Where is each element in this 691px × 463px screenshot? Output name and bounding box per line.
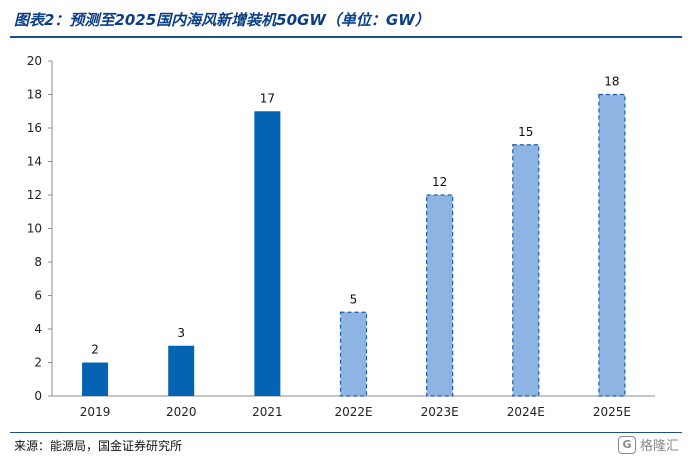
data-label-2022E: 5 [350,292,358,306]
watermark-text: 格隆汇 [639,439,679,454]
bar-2021 [254,111,281,396]
bar-2023E [426,194,454,397]
y-tick-label: 2 [34,356,42,370]
bar-2025E [598,93,626,397]
x-tick-label-2021: 2021 [252,405,283,419]
x-tick-label-2022E: 2022E [334,405,372,419]
bar-2022E [339,311,368,397]
bar-2019 [82,362,109,396]
x-tick-label-2024E: 2024E [507,405,545,419]
y-tick-label: 12 [27,188,42,202]
top-rule [10,36,682,38]
chart-title: 图表2：预测至2025国内海风新增装机50GW（单位：GW） [14,11,430,29]
y-tick-label: 6 [34,289,42,303]
y-tick-label: 8 [34,255,42,269]
data-label-2025E: 18 [604,75,619,89]
y-tick-label: 16 [27,121,42,135]
x-tick-label-2019: 2019 [80,405,111,419]
data-label-2020: 3 [177,326,185,340]
data-label-2023E: 12 [432,175,447,189]
source-note: 来源：能源局，国金证券研究所 [14,439,183,453]
y-tick-label: 10 [27,222,42,236]
bar-2020 [168,345,195,396]
y-tick-label: 4 [34,322,42,336]
y-tick-label: 14 [27,155,42,169]
x-tick-label-2025E: 2025E [593,405,631,419]
y-tick-label: 0 [34,389,42,403]
bottom-rule [10,432,682,433]
watermark: G 格隆汇 [617,435,679,454]
data-label-2019: 2 [91,343,99,357]
data-label-2021: 17 [260,91,275,105]
x-tick-label-2020: 2020 [166,405,197,419]
bar-2024E [512,144,540,397]
watermark-logo-icon: G [617,435,636,454]
y-tick-label: 20 [27,54,42,68]
data-label-2024E: 15 [518,125,533,139]
x-tick-label-2023E: 2023E [421,405,459,419]
y-tick-label: 18 [27,88,42,102]
